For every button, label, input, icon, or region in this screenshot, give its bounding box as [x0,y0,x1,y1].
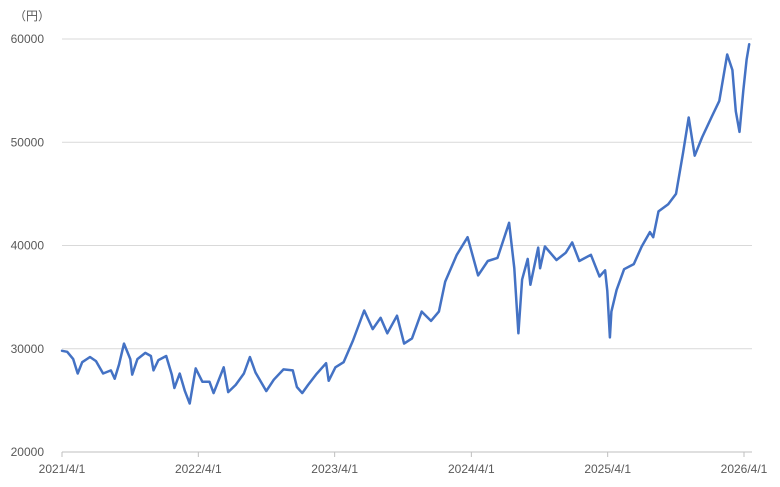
series-line [60,42,751,405]
x-tick-label: 2026/4/1 [721,462,768,476]
x-tick-label: 2022/4/1 [175,462,222,476]
x-tick-label: 2021/4/1 [39,462,86,476]
x-tick-label: 2025/4/1 [584,462,631,476]
series-group [60,42,751,405]
y-tick-label: 40000 [11,239,45,253]
y-tick-label: 30000 [11,342,45,356]
y-tick-labels: 20000 30000 40000 50000 60000 [11,32,45,459]
y-unit-label: （円） [14,9,50,23]
x-tick-label: 2023/4/1 [311,462,358,476]
gridlines [62,38,752,350]
y-tick-label: 50000 [11,135,45,149]
y-tick-label: 60000 [11,32,45,46]
x-tick-labels: 2021/4/1 2022/4/1 2023/4/1 2024/4/1 2025/4/1… [39,462,768,476]
x-axis [61,451,752,457]
x-tick-label: 2024/4/1 [448,462,495,476]
y-tick-label: 20000 [11,445,45,459]
